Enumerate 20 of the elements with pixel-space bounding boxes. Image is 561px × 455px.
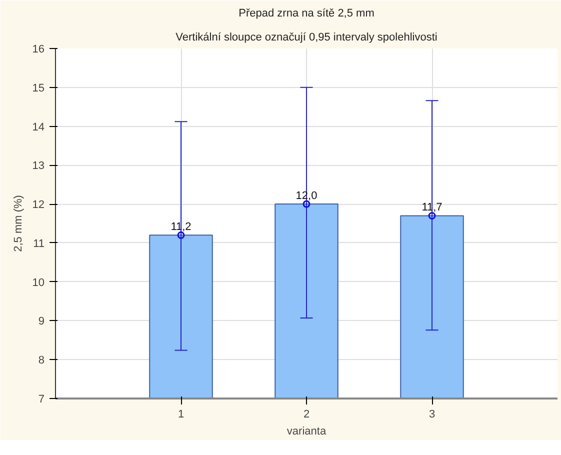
y-tick-label: 12: [32, 199, 45, 212]
y-axis-title: 2,5 mm (%): [12, 195, 24, 252]
x-tick-label: 3: [428, 408, 436, 420]
y-tick-label: 11: [33, 238, 45, 250]
y-tick-label: 14: [32, 121, 45, 134]
x-tick-label: 1: [178, 408, 184, 420]
y-tick-label: 9: [38, 316, 45, 328]
y-tick-label: 10: [32, 276, 45, 289]
point: [177, 231, 185, 239]
y-tick-label: 16: [32, 44, 45, 56]
y-tick-label: 7: [38, 394, 45, 406]
y-tick-label: 15: [32, 82, 45, 94]
chart-title: Přepad zrna na sítě 2,5 mm: [238, 8, 374, 20]
point: [302, 200, 310, 208]
x-tick-label: 2: [303, 408, 310, 420]
point: [428, 212, 436, 220]
y-tick-label: 13: [32, 160, 45, 172]
chart-subtitle: Vertikální sloupce označují 0,95 intervaly spolehlivosti: [176, 32, 438, 44]
x-axis-title: varianta: [286, 426, 327, 438]
y-tick-label: 8: [38, 354, 45, 367]
